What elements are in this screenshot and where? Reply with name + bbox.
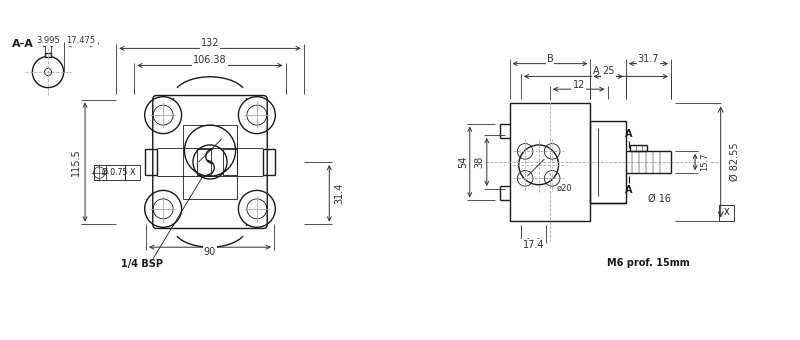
Text: 132: 132	[201, 38, 219, 48]
Text: 31.4: 31.4	[334, 183, 344, 204]
Bar	[222, 149, 237, 175]
Text: 115.5: 115.5	[71, 148, 81, 176]
Text: 3.995: 3.995	[36, 35, 60, 45]
Text: 90: 90	[204, 247, 216, 257]
Bar	[198, 149, 211, 175]
Text: B: B	[546, 54, 554, 64]
Bar	[125, 165, 141, 181]
Bar	[183, 125, 237, 199]
Text: X: X	[723, 208, 730, 217]
Text: 31.7: 31.7	[638, 54, 659, 64]
Bar	[146, 149, 157, 175]
Text: A-A: A-A	[11, 39, 34, 49]
Text: A: A	[625, 129, 633, 139]
Text: X: X	[130, 168, 135, 177]
Text: 17.4: 17.4	[522, 240, 544, 251]
Text: 15.7: 15.7	[700, 153, 709, 171]
Text: 25: 25	[602, 66, 614, 76]
Text: 106.38: 106.38	[193, 55, 227, 65]
Bar	[94, 165, 125, 181]
Text: Ø 16: Ø 16	[648, 194, 671, 204]
Bar	[718, 205, 734, 221]
Text: 54: 54	[458, 156, 468, 168]
Text: ø20: ø20	[557, 183, 573, 192]
Text: 12: 12	[573, 80, 585, 90]
Text: 38: 38	[475, 156, 485, 168]
Bar	[45, 53, 51, 57]
Text: 17.475: 17.475	[66, 35, 95, 45]
Text: A: A	[593, 66, 599, 76]
Bar	[263, 149, 274, 175]
Text: M6 prof. 15mm: M6 prof. 15mm	[607, 258, 690, 268]
Text: Ø 82.55: Ø 82.55	[730, 143, 740, 181]
Bar	[510, 103, 590, 221]
Text: A: A	[625, 185, 633, 195]
Text: 1/4 BSP: 1/4 BSP	[121, 259, 163, 269]
Text: Ø 0.75: Ø 0.75	[102, 168, 127, 177]
Bar	[590, 121, 626, 203]
